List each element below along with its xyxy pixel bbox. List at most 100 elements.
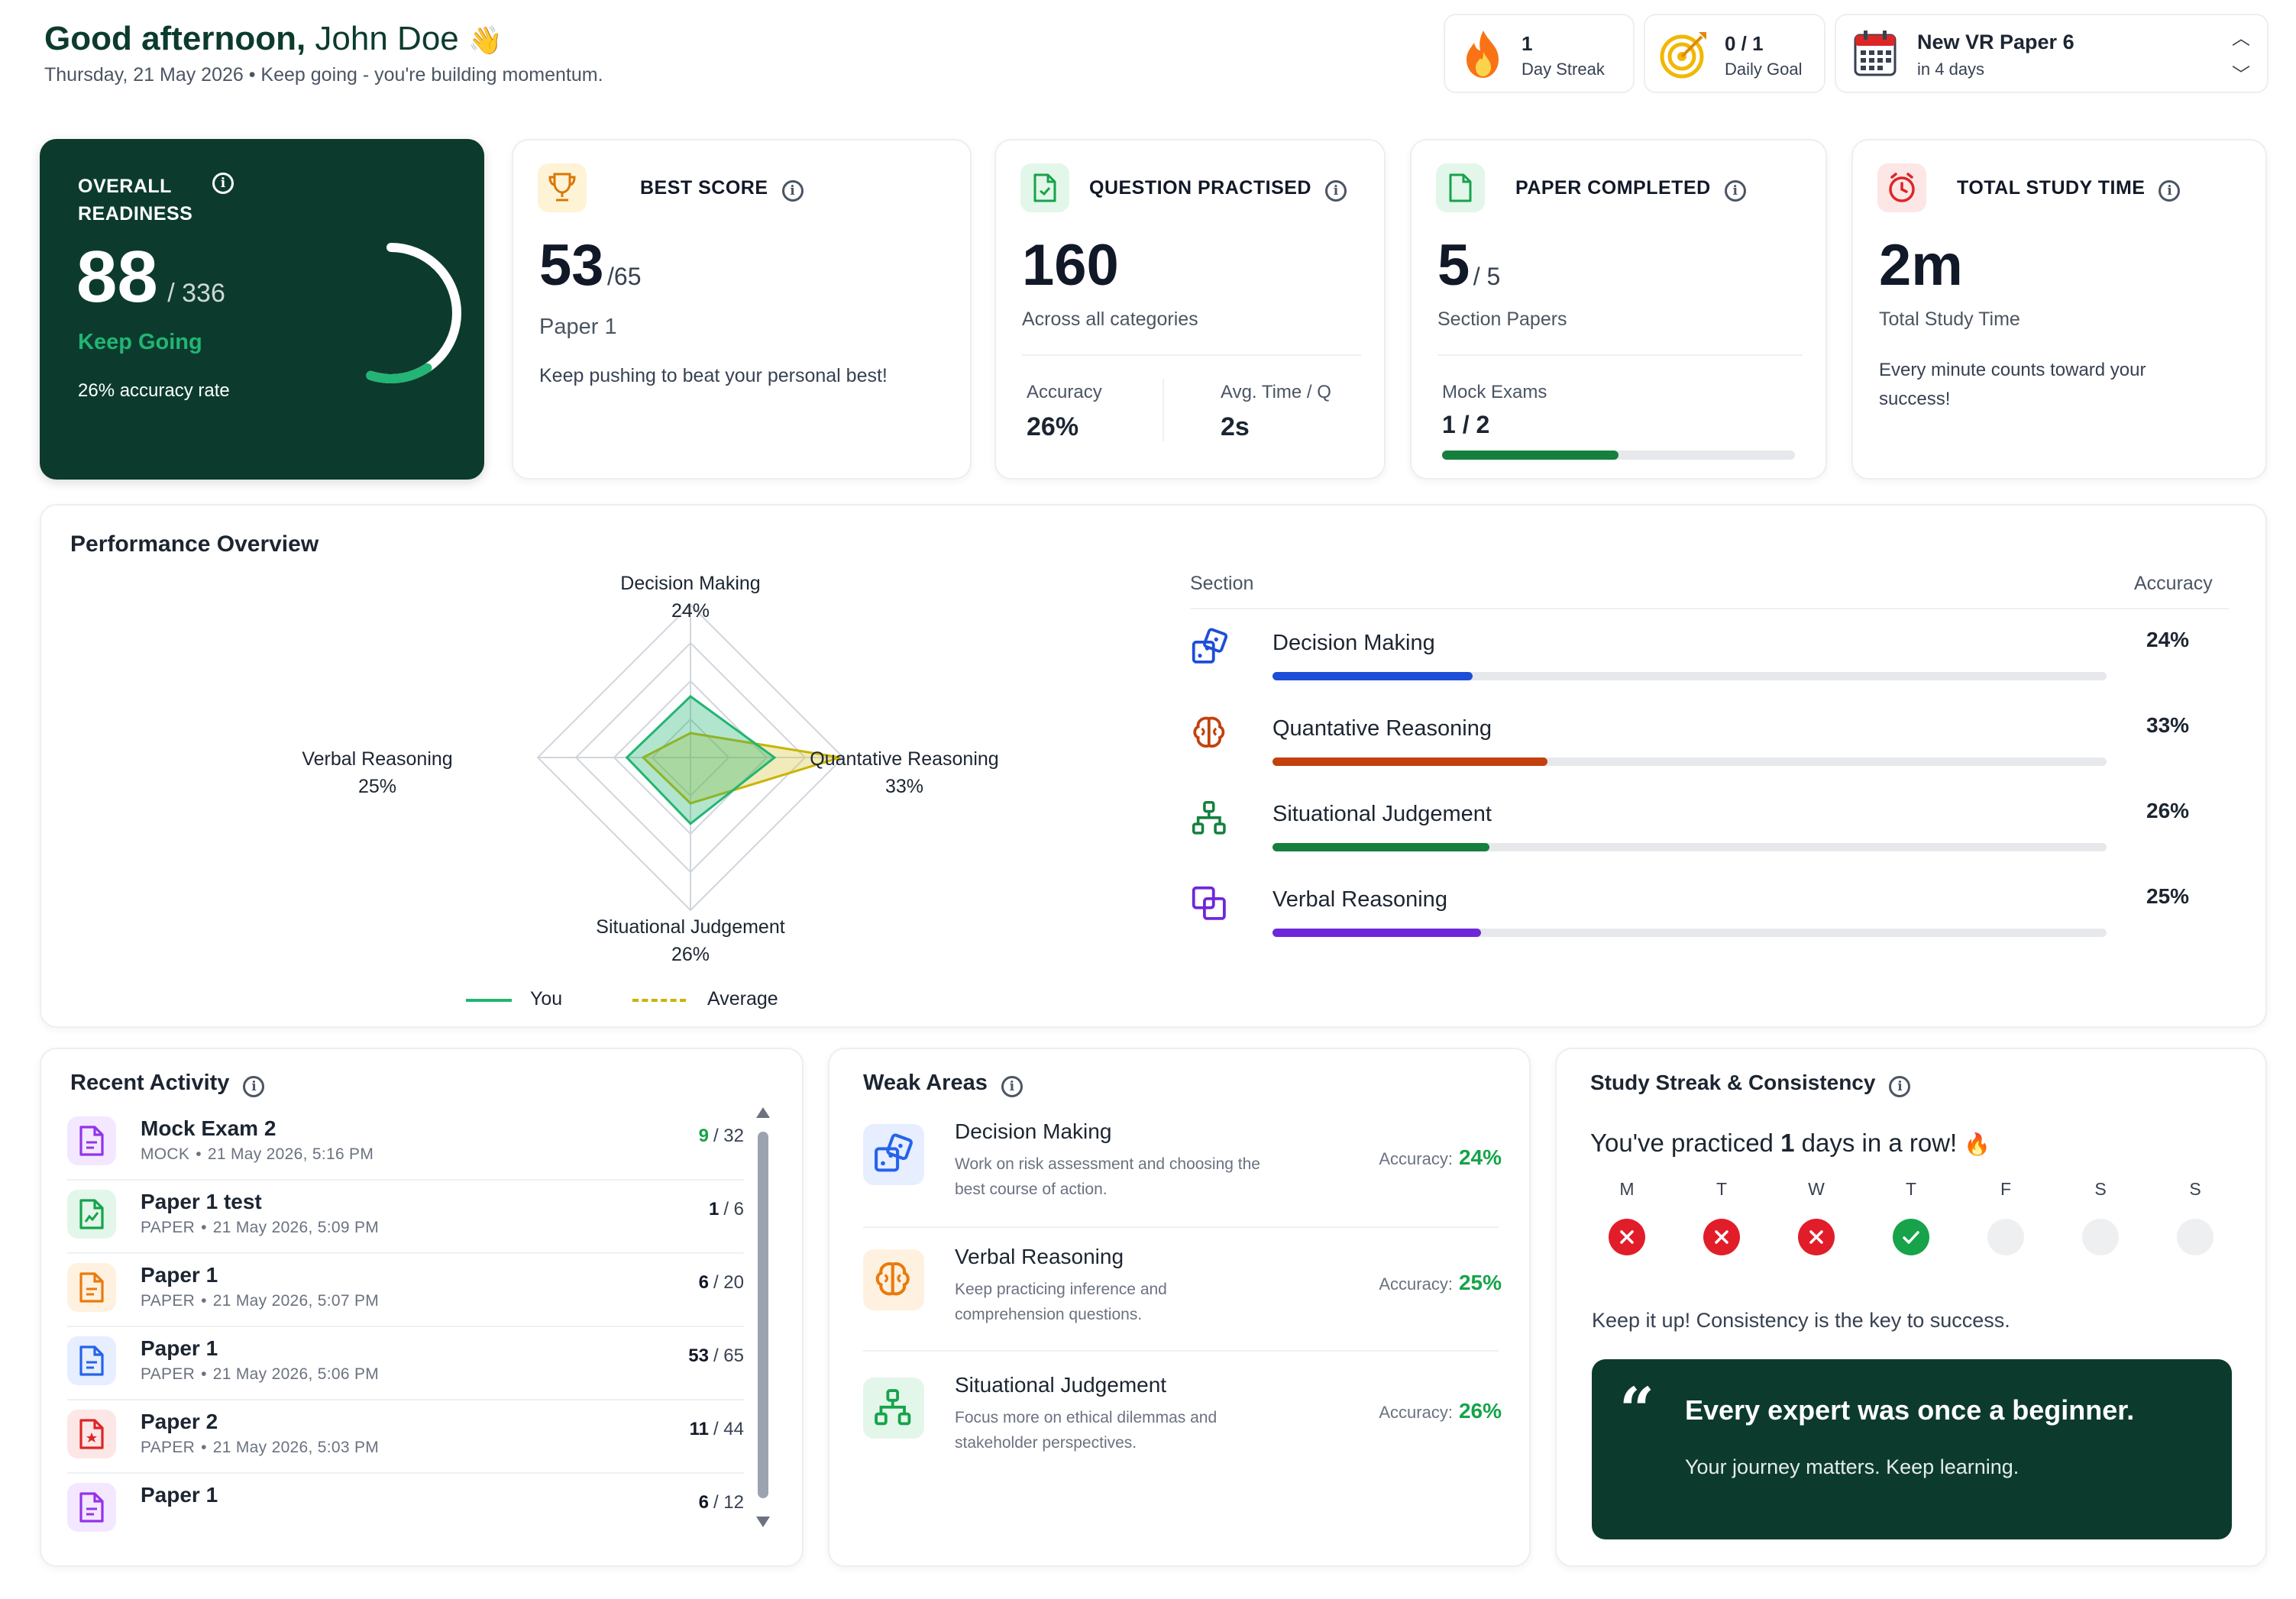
- info-icon[interactable]: i: [243, 1075, 265, 1097]
- hierarchy-icon: [872, 1387, 915, 1433]
- streak-badge[interactable]: 1 Day Streak: [1444, 14, 1635, 93]
- streak-title: Study Streak & Consistency i: [1590, 1071, 1911, 1097]
- section-name: Verbal Reasoning: [1273, 887, 1447, 912]
- best-score-card: BEST SCORE i 53 /65 Paper 1 Keep pushing …: [512, 139, 972, 480]
- streak-day-label: W: [1808, 1179, 1825, 1199]
- info-icon[interactable]: i: [2159, 179, 2181, 202]
- greeting-bold: Good afternoon,: [44, 20, 306, 57]
- mock-exams-value: 1 / 2: [1442, 411, 1490, 438]
- best-score-note: Keep pushing to beat your personal best!: [539, 365, 888, 386]
- scroll-up-arrow[interactable]: [756, 1107, 770, 1118]
- activity-name: Paper 1: [141, 1336, 218, 1360]
- accuracy-value: 26%: [1027, 412, 1079, 441]
- section-accuracy-bar: [1273, 843, 2107, 851]
- list-item[interactable]: Paper 1 PAPER • 21 May 2026, 5:07 PM 6/ 20: [41, 1258, 744, 1329]
- weak-area-item[interactable]: Decision Making Work on risk assessment a…: [829, 1115, 1532, 1229]
- weak-area-item[interactable]: Situational Judgement Focus more on ethic…: [829, 1368, 1532, 1483]
- divider: [863, 1350, 1499, 1352]
- trophy-icon-box: [538, 163, 587, 212]
- streak-message: You've practiced 1 days in a row! 🔥: [1590, 1129, 1991, 1157]
- activity-score: 6/ 12: [698, 1492, 744, 1513]
- list-item[interactable]: Paper 1 test PAPER • 21 May 2026, 5:09 PM 1/…: [41, 1185, 744, 1255]
- divider: [67, 1252, 744, 1254]
- recent-activity-card: Recent Activity i Mock Exam 2 MOCK • 21 May …: [40, 1048, 804, 1567]
- readiness-label: OVERALL READINESS: [78, 176, 193, 225]
- calendar-icon: [1854, 31, 1897, 76]
- goal-badge[interactable]: 0 / 1 Daily Goal: [1644, 14, 1825, 93]
- scrollbar-thumb[interactable]: [758, 1132, 768, 1498]
- upcoming-title: New VR Paper 6: [1917, 31, 2074, 53]
- list-item[interactable]: Paper 1 PAPER • 21 May 2026, 5:06 PM 53/ 65: [41, 1332, 744, 1402]
- readiness-progress-ring: [321, 243, 461, 383]
- legend-average-line: [632, 999, 686, 1002]
- divider: [67, 1326, 744, 1327]
- activity-meta: PAPER • 21 May 2026, 5:07 PM: [141, 1292, 380, 1310]
- section-accuracy-bar-fill: [1273, 672, 1473, 680]
- list-item[interactable]: Mock Exam 2 MOCK • 21 May 2026, 5:16 PM 9/ 3…: [41, 1112, 744, 1182]
- info-icon[interactable]: i: [212, 173, 234, 194]
- legend-average-label: Average: [707, 988, 778, 1009]
- accuracy-label: Accuracy: [1027, 382, 1102, 402]
- weak-area-icon-box: [863, 1124, 924, 1185]
- info-icon[interactable]: i: [1724, 179, 1746, 202]
- check-day-icon: [1893, 1219, 1929, 1255]
- weak-area-name: Decision Making: [955, 1119, 1112, 1143]
- quote-text: Every expert was once a beginner.: [1685, 1394, 2135, 1426]
- section-accuracy: 24%: [2146, 628, 2190, 651]
- info-icon[interactable]: i: [1889, 1075, 1911, 1097]
- document-icon: [75, 1124, 108, 1161]
- streak-day-label: M: [1619, 1179, 1635, 1199]
- activity-score: 1/ 6: [708, 1199, 744, 1219]
- weak-area-item[interactable]: Verbal Reasoning Keep practicing inferenc…: [829, 1240, 1532, 1355]
- readiness-status: Keep Going: [78, 330, 202, 354]
- info-icon[interactable]: i: [1324, 179, 1347, 202]
- upcoming-exam-badge[interactable]: New VR Paper 6 in 4 days ︿ ﹀: [1835, 14, 2269, 93]
- activity-meta: PAPER • 21 May 2026, 5:09 PM: [141, 1219, 380, 1236]
- dice-icon: [1190, 628, 1230, 667]
- weak-area-accuracy: Accuracy: 26%: [1379, 1399, 1502, 1423]
- activity-name: Paper 1: [141, 1263, 218, 1287]
- star-document-icon: [75, 1417, 108, 1455]
- list-item[interactable]: Paper 1 6/ 12: [41, 1478, 744, 1549]
- mock-exams-progress-fill: [1442, 451, 1619, 460]
- streak-day-label: F: [2000, 1179, 2012, 1199]
- radar-axis-decision-making: Decision Making 24%: [620, 573, 761, 622]
- streak-day-label: S: [2189, 1179, 2201, 1199]
- activity-icon-box: [67, 1483, 116, 1532]
- section-header: Section: [1190, 573, 1254, 594]
- radar-series-average: [641, 732, 841, 805]
- performance-title: Performance Overview: [70, 531, 319, 557]
- chevron-up-icon[interactable]: ︿: [2232, 28, 2250, 49]
- readiness-accuracy: 26% accuracy rate: [78, 380, 230, 401]
- info-icon[interactable]: i: [1001, 1075, 1023, 1097]
- list-item[interactable]: Paper 2 PAPER • 21 May 2026, 5:03 PM 11/ 44: [41, 1405, 744, 1475]
- empty-day-icon: [2082, 1219, 2119, 1255]
- avg-time-value: 2s: [1221, 412, 1250, 441]
- weak-area-name: Verbal Reasoning: [955, 1245, 1124, 1268]
- study-time-card: TOTAL STUDY TIME i 2m Total Study Time Ev…: [1851, 139, 2267, 480]
- weak-area-description: Work on risk assessment and choosing the…: [955, 1155, 1260, 1198]
- divider: [863, 1226, 1499, 1228]
- missed-day-icon: [1609, 1219, 1645, 1255]
- activity-meta: MOCK • 21 May 2026, 5:16 PM: [141, 1145, 374, 1163]
- info-icon[interactable]: i: [781, 179, 804, 202]
- streak-day-label: T: [1905, 1179, 1917, 1199]
- empty-day-icon: [2177, 1219, 2214, 1255]
- activity-name: Paper 1: [141, 1483, 218, 1507]
- weak-area-icon-box: [863, 1378, 924, 1439]
- readiness-card: OVERALL READINESS i 88 / 336 Keep Going …: [40, 139, 484, 480]
- streak-encourage: Keep it up! Consistency is the key to su…: [1592, 1309, 2010, 1332]
- weak-areas-card: Weak Areas i Decision Making Work on risk …: [828, 1048, 1531, 1567]
- questions-sub: Across all categories: [1022, 308, 1198, 330]
- activity-icon-box: [67, 1263, 116, 1312]
- scroll-down-arrow[interactable]: [756, 1517, 770, 1527]
- activity-score: 6/ 20: [698, 1272, 744, 1293]
- papers-value: 5 / 5: [1437, 233, 1501, 298]
- readiness-score: 88 / 336: [76, 235, 225, 319]
- divider: [1022, 354, 1361, 356]
- study-time-sub: Total Study Time: [1879, 308, 2020, 330]
- activity-score: 11/ 44: [689, 1419, 744, 1439]
- document-icon-box: [1020, 163, 1069, 212]
- questions-card: QUESTION PRACTISED i 160 Across all categ…: [994, 139, 1386, 480]
- chevron-down-icon[interactable]: ﹀: [2232, 65, 2250, 86]
